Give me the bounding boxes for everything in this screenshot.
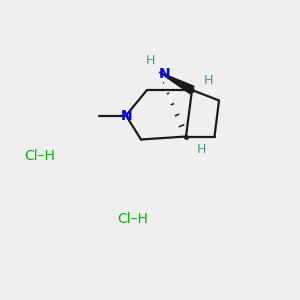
Text: H: H — [196, 143, 206, 156]
Text: Cl–H: Cl–H — [24, 149, 55, 163]
Text: N: N — [121, 109, 132, 122]
Text: H: H — [204, 74, 213, 88]
Text: N: N — [159, 67, 170, 80]
Text: Cl–H: Cl–H — [117, 212, 148, 226]
Text: H: H — [145, 53, 155, 67]
Polygon shape — [159, 72, 194, 94]
